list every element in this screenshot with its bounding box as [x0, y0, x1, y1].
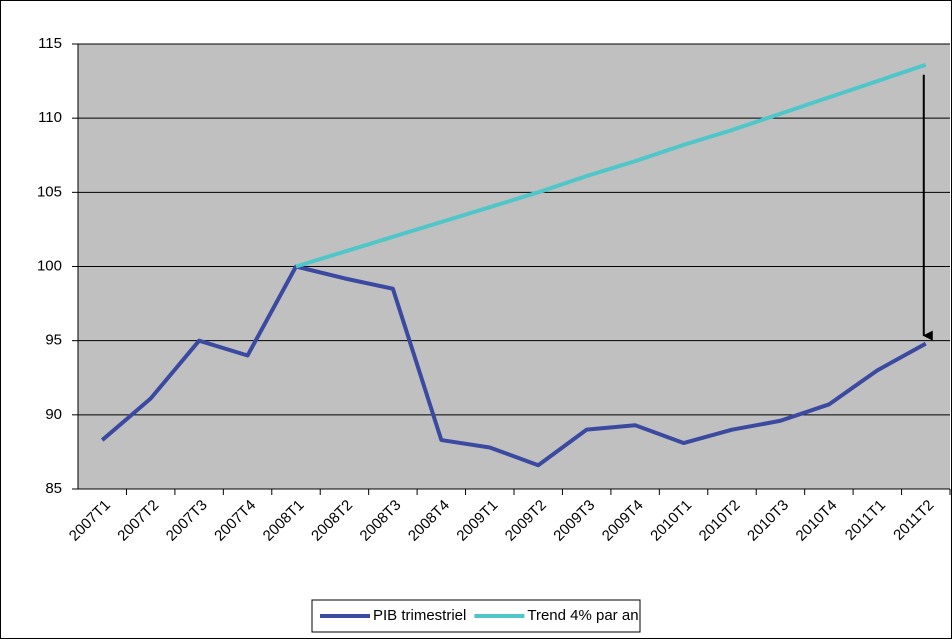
y-tick-label: 105 [37, 183, 62, 200]
y-tick-label: 100 [37, 257, 62, 274]
legend: PIB trimestriel Trend 4% par an [311, 599, 641, 633]
series-line [100, 264, 927, 468]
y-tick-label: 90 [45, 406, 62, 423]
y-tick-label: 95 [45, 332, 62, 349]
legend-label: Trend 4% par an [527, 607, 638, 624]
series-line [295, 62, 927, 269]
legend-label: PIB trimestriel [373, 607, 466, 624]
y-tick-label: 110 [38, 109, 62, 126]
y-tick-label: 85 [45, 480, 62, 497]
y-tick-label: 115 [38, 35, 62, 52]
